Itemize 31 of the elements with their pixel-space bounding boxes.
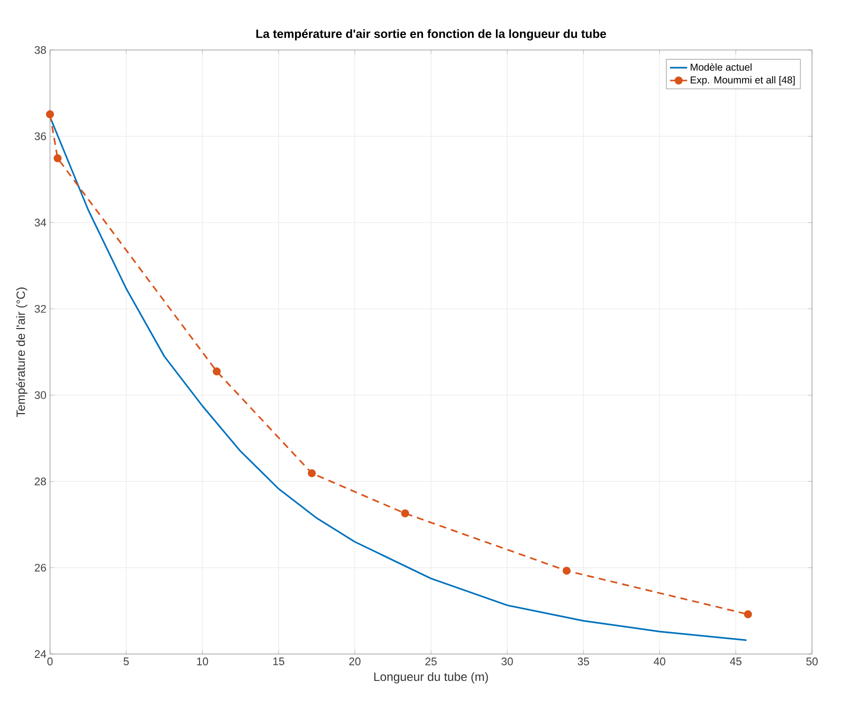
- point: [308, 469, 316, 478]
- x-tick-label: 35: [578, 658, 590, 666]
- y-tick-label: 38: [34, 46, 46, 54]
- x-tick-label: 20: [349, 658, 360, 666]
- x-tick-label: 30: [502, 658, 513, 666]
- chart-title: La température d'air sortie en fonction de la longueur du tube: [256, 29, 606, 40]
- y-tick-label: 24: [34, 650, 46, 658]
- legend-label: Modèle actuel: [690, 63, 752, 71]
- y-tick-label: 26: [34, 564, 46, 572]
- x-tick-label: 50: [806, 658, 818, 666]
- legend-label: Exp. Moummi et all [48]: [690, 76, 795, 86]
- x-tick-label: 45: [730, 658, 742, 666]
- y-tick-label: 28: [34, 478, 46, 486]
- x-tick-label: 5: [124, 658, 129, 666]
- y-tick-label: 34: [34, 218, 46, 226]
- point: [46, 110, 54, 118]
- point: [212, 367, 221, 376]
- y-axis-title: Température de l'air (°C): [16, 288, 28, 417]
- y-tick-label: 32: [34, 304, 46, 313]
- point: [562, 566, 571, 575]
- y-tick-label: 30: [34, 391, 46, 400]
- x-tick-label: 15: [273, 658, 284, 666]
- x-tick-label: 25: [425, 658, 437, 666]
- point: [744, 610, 752, 618]
- point: [54, 154, 62, 162]
- x-tick-label: 40: [654, 658, 666, 666]
- x-tick-label: 10: [197, 658, 208, 666]
- point: [401, 509, 410, 518]
- x-tick-label: 0: [47, 658, 53, 666]
- x-axis-title: Longueur du tube (m): [374, 672, 488, 684]
- y-tick-label: 36: [34, 132, 46, 140]
